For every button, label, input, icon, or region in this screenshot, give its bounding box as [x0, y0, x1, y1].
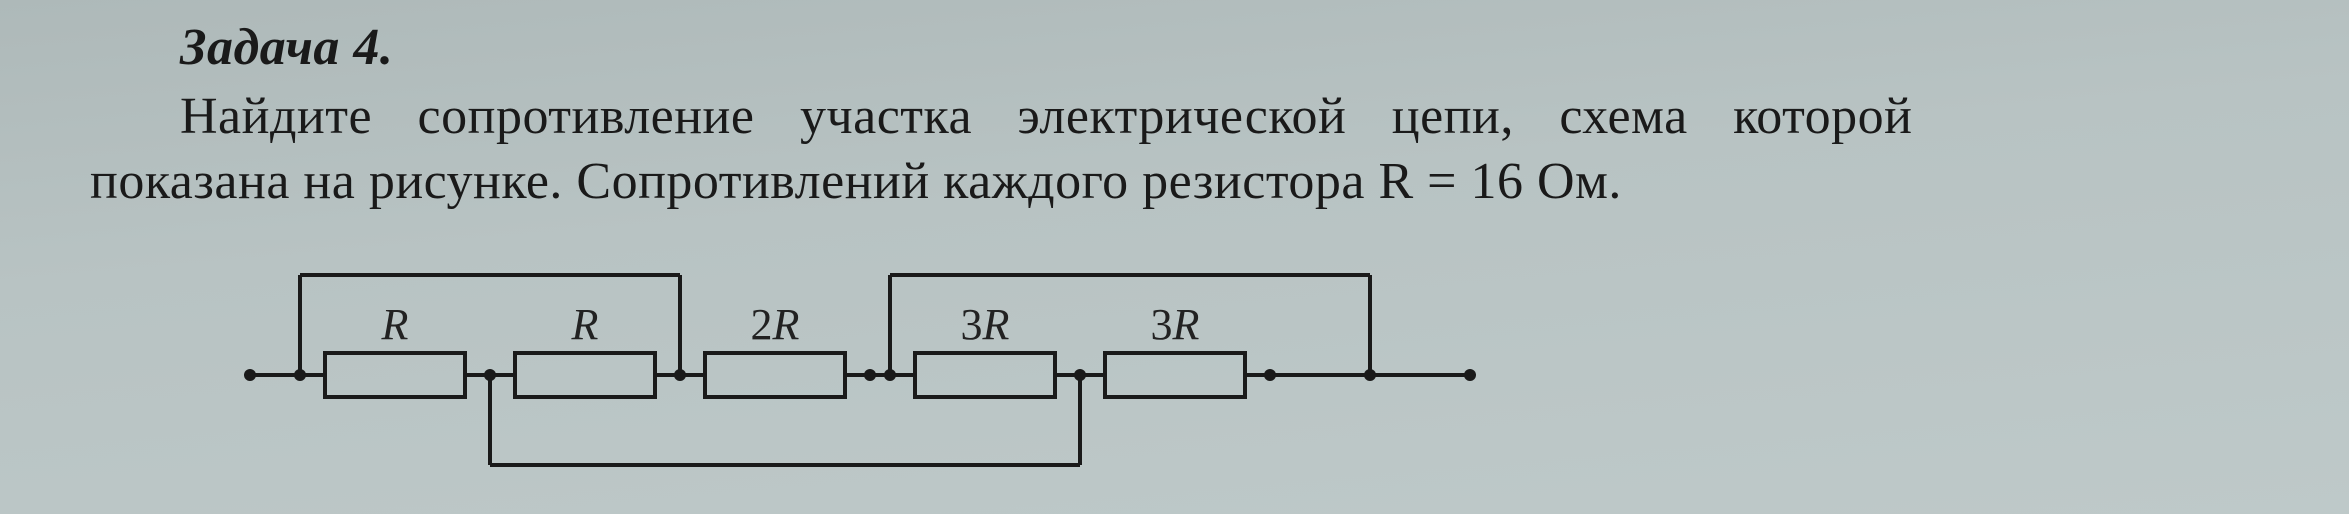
problem-line-2: показана на рисунке. Сопротивлений каждо… — [90, 152, 2259, 211]
problem-line-1: Найдите сопротивление участка электричес… — [180, 87, 2259, 146]
problem-line-2a: показана на рисунке. Сопротивлений каждо… — [90, 153, 1378, 210]
problem-line-2b: R = 16 Ом. — [1378, 153, 1621, 210]
svg-text:3R: 3R — [961, 300, 1010, 349]
problem-title: Задача 4. — [180, 18, 2259, 77]
svg-text:R: R — [571, 300, 599, 349]
svg-text:R: R — [381, 300, 409, 349]
svg-text:2R: 2R — [751, 300, 800, 349]
circuit-diagram: R R 2R 3R 3R — [230, 245, 1510, 505]
svg-text:3R: 3R — [1151, 300, 1200, 349]
